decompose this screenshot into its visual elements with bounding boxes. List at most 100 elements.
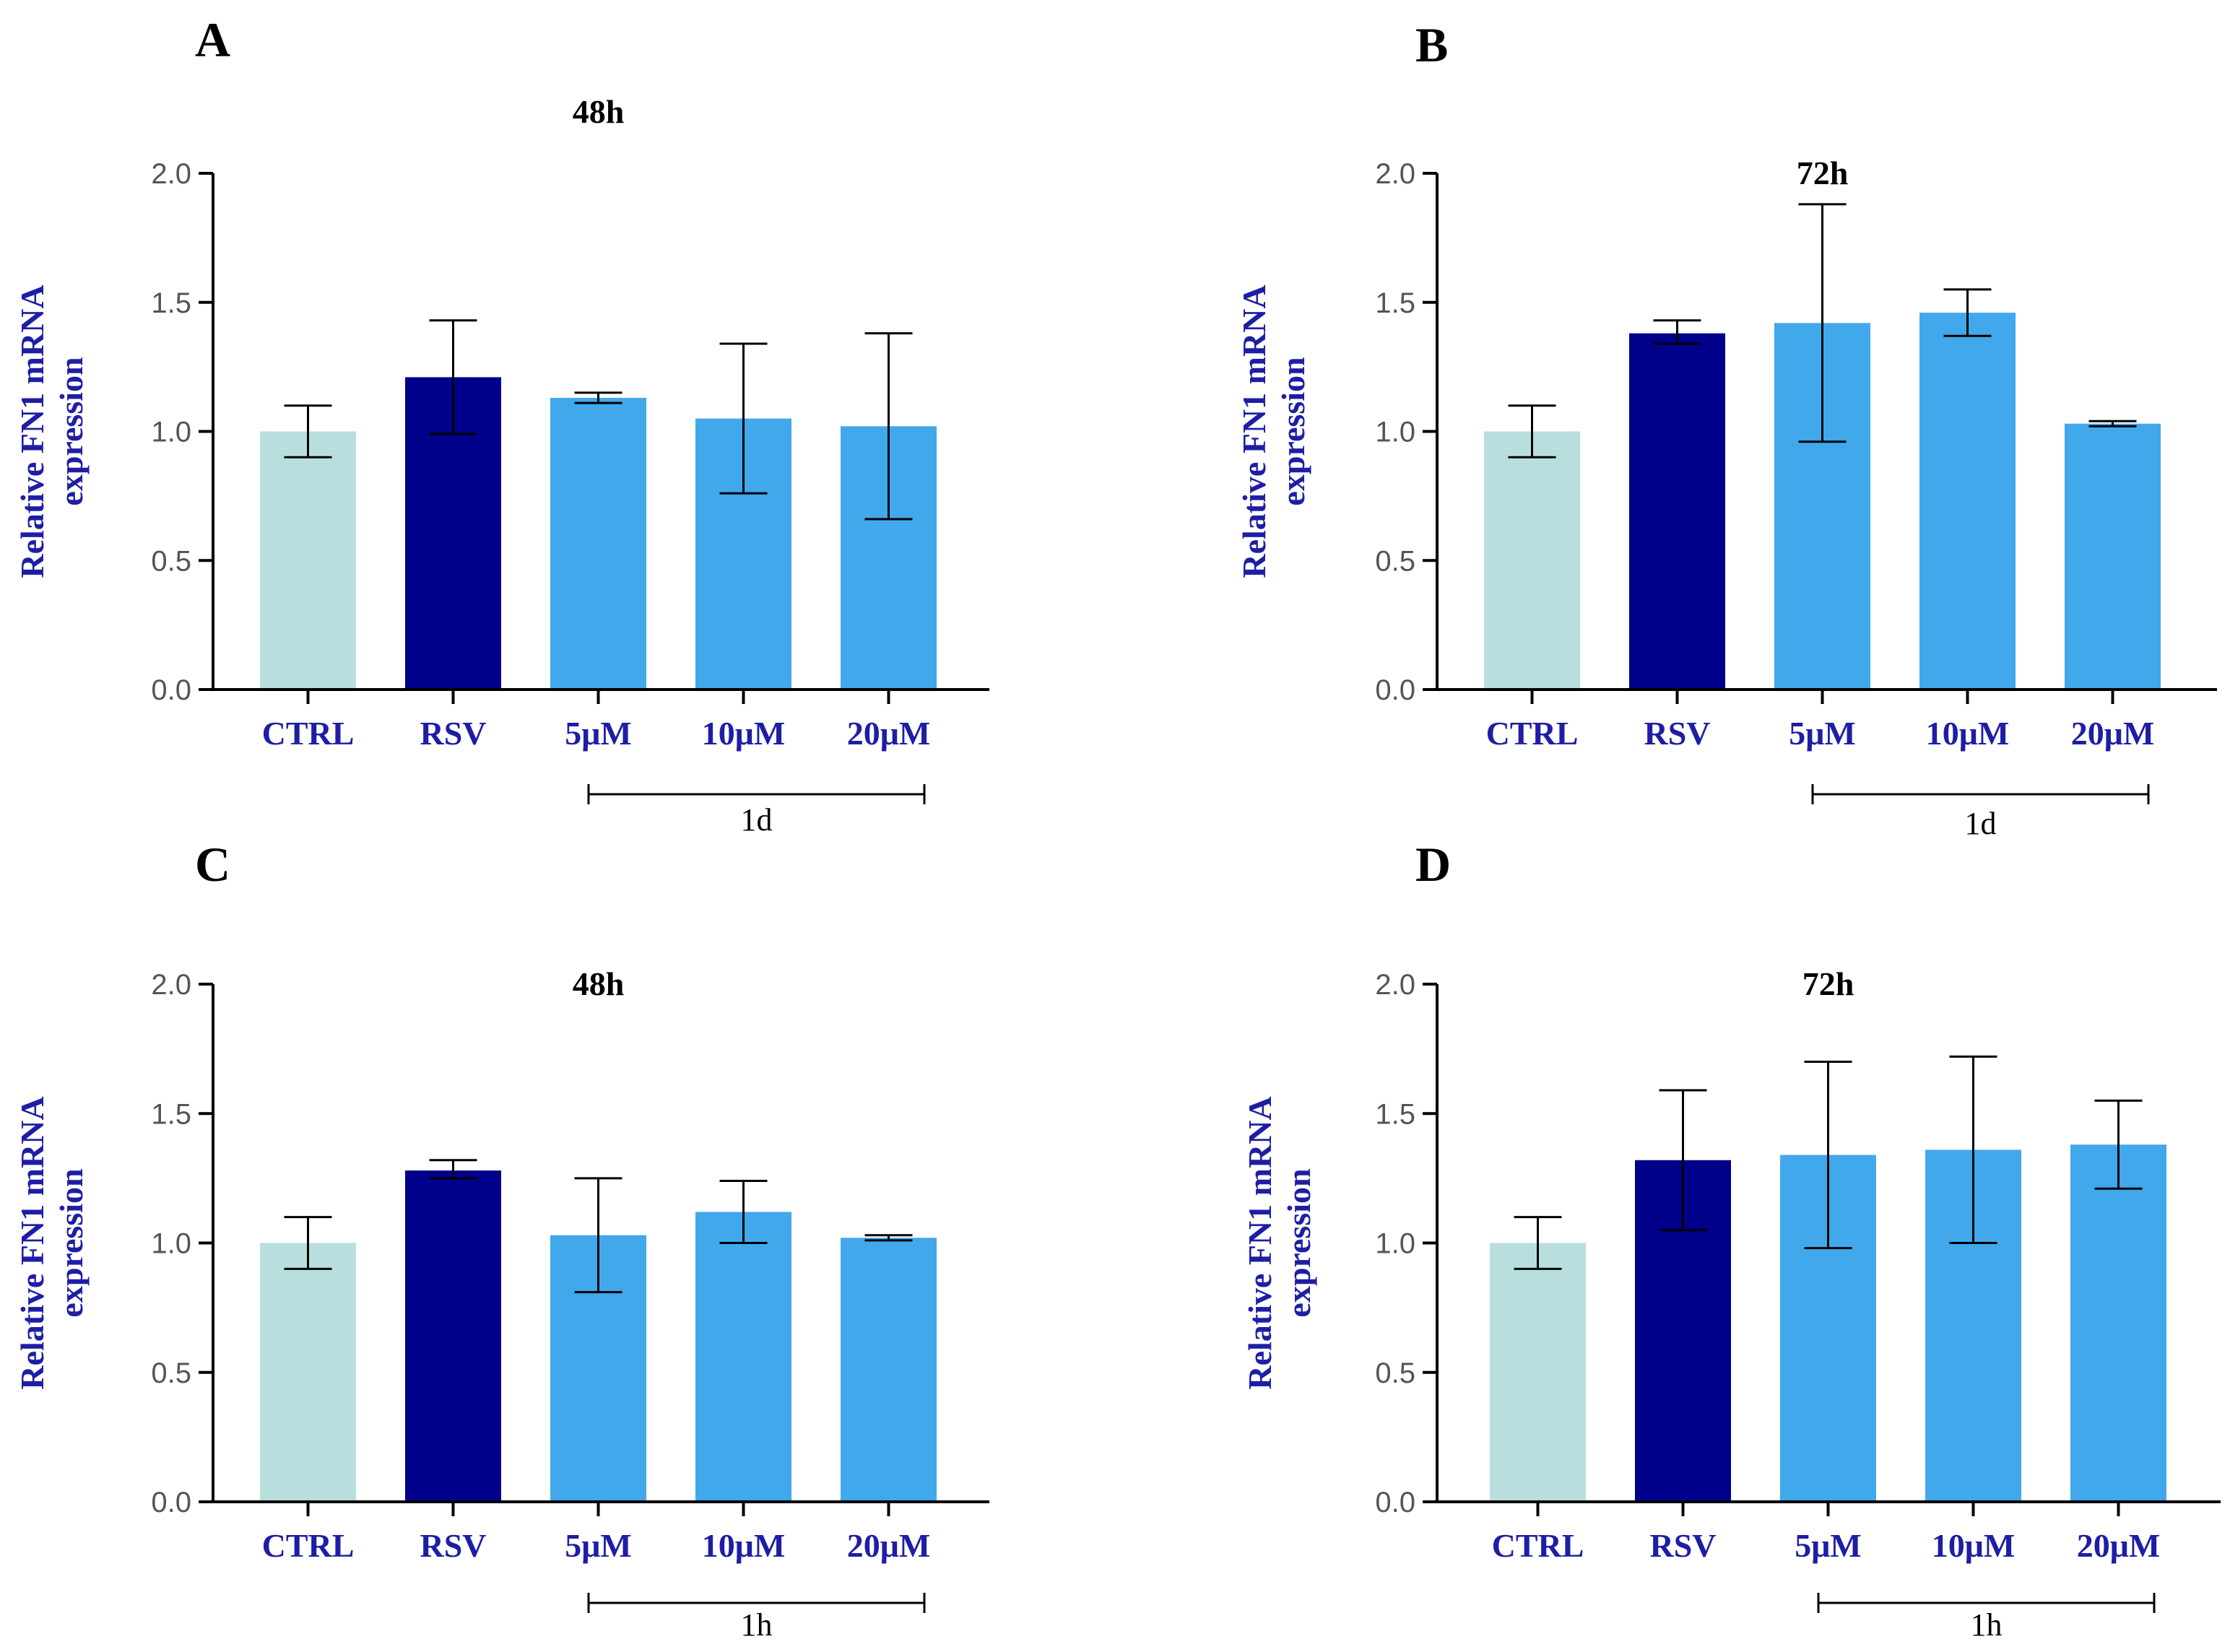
bar-2 bbox=[550, 398, 646, 690]
x-tick-label: 5μM bbox=[1789, 715, 1856, 752]
error-bar-0 bbox=[1514, 1216, 1562, 1270]
y-tick-label: 1.0 bbox=[151, 417, 191, 448]
y-tick-label: 1.0 bbox=[151, 1228, 191, 1260]
panel-letter: B bbox=[1415, 17, 1448, 72]
group-label: 1d bbox=[741, 802, 773, 838]
chart-title: 72h bbox=[1802, 965, 1854, 1002]
y-tick-label: 1.5 bbox=[1375, 287, 1415, 319]
error-bar-4 bbox=[864, 332, 913, 521]
group-label: 1h bbox=[741, 1607, 773, 1643]
y-tick-label: 0.5 bbox=[1375, 1357, 1415, 1389]
group-bracket bbox=[587, 1593, 926, 1613]
x-tick-label: 10μM bbox=[1932, 1527, 2016, 1564]
error-bar-2 bbox=[574, 391, 622, 404]
x-tick-label: 10μM bbox=[1926, 715, 2010, 752]
x-tick-label: 20μM bbox=[847, 715, 931, 752]
x-tick-label: CTRL bbox=[1486, 715, 1579, 752]
y-tick-label: 0.0 bbox=[1375, 1487, 1415, 1518]
x-tick-label: 10μM bbox=[702, 1527, 786, 1564]
group-label: 1h bbox=[1971, 1607, 2003, 1643]
bar-0 bbox=[1490, 1243, 1586, 1502]
y-tick-label: 0.5 bbox=[1375, 545, 1415, 577]
panel-a: A 48h Relative FN1 mRNAexpression 0.0 0.5 1.0… bbox=[14, 12, 989, 838]
x-tick-label: 20μM bbox=[2077, 1527, 2161, 1564]
error-bar-4 bbox=[2088, 419, 2137, 427]
y-axis-label-line2: expression bbox=[1275, 357, 1311, 505]
y-tick-label: 1.5 bbox=[151, 1098, 191, 1130]
error-bar-1 bbox=[429, 319, 477, 435]
bar-4 bbox=[2070, 1144, 2166, 1502]
error-bar-2 bbox=[574, 1177, 622, 1294]
group-bracket bbox=[1817, 1593, 2156, 1613]
group-bracket bbox=[587, 784, 926, 804]
error-bar-3 bbox=[1943, 288, 1992, 337]
error-bar-2 bbox=[1798, 203, 1847, 443]
y-tick-label: 0.5 bbox=[151, 545, 191, 577]
error-bar-0 bbox=[284, 1216, 332, 1270]
bar-0 bbox=[1484, 431, 1580, 690]
group-bracket bbox=[1811, 784, 2150, 804]
x-tick-label: RSV bbox=[1649, 1527, 1716, 1564]
bar-1 bbox=[1629, 333, 1725, 690]
bar-3 bbox=[695, 1212, 791, 1502]
y-tick-label: 0.0 bbox=[151, 1487, 191, 1518]
y-tick-label: 1.5 bbox=[151, 287, 191, 319]
x-tick-label: 10μM bbox=[702, 715, 786, 752]
error-bar-1 bbox=[429, 1159, 477, 1180]
y-tick-label: 0.0 bbox=[151, 674, 191, 706]
y-tick-label: 2.0 bbox=[151, 158, 191, 190]
y-tick-label: 2.0 bbox=[1375, 969, 1415, 1001]
y-axis-label-line2: expression bbox=[53, 357, 90, 505]
x-tick-label: RSV bbox=[420, 1527, 486, 1564]
chart-title: 48h bbox=[573, 93, 625, 130]
group-label: 1d bbox=[1965, 806, 1997, 841]
error-bar-1 bbox=[1659, 1089, 1707, 1232]
x-tick-label: CTRL bbox=[262, 1527, 355, 1564]
y-tick-label: 1.0 bbox=[1375, 1228, 1415, 1260]
panel-letter: C bbox=[195, 837, 230, 892]
x-tick-label: 20μM bbox=[2071, 715, 2155, 752]
panel-d: D 72h Relative FN1 mRNAexpression 0.0 0.5 1.0… bbox=[1241, 837, 2221, 1643]
panel-letter: A bbox=[195, 12, 230, 67]
x-tick-label: 5μM bbox=[565, 1527, 632, 1564]
error-bar-0 bbox=[1508, 404, 1556, 458]
bar-1 bbox=[405, 1170, 501, 1502]
y-axis-label-line2: expression bbox=[1280, 1168, 1317, 1317]
x-tick-label: RSV bbox=[1644, 715, 1710, 752]
y-axis-label-line1: Relative FN1 mRNA bbox=[14, 284, 51, 578]
error-bar-1 bbox=[1653, 319, 1701, 345]
y-axis-label: Relative FN1 mRNAexpression bbox=[14, 1096, 90, 1389]
panel-b: B 72h Relative FN1 mRNAexpression 0.0 0.5 1.0… bbox=[1236, 17, 2217, 841]
panel-c: C 48h Relative FN1 mRNAexpression 0.0 0.5 1.0… bbox=[14, 837, 989, 1643]
y-tick-label: 1.5 bbox=[1375, 1098, 1415, 1130]
x-tick-label: CTRL bbox=[1492, 1527, 1584, 1564]
bar-3 bbox=[1919, 313, 2016, 690]
error-bar-0 bbox=[284, 404, 332, 458]
y-tick-label: 0.0 bbox=[1375, 674, 1415, 706]
error-bar-4 bbox=[864, 1234, 913, 1242]
bar-0 bbox=[260, 1243, 356, 1502]
x-tick-label: 20μM bbox=[847, 1527, 931, 1564]
y-axis-label-line1: Relative FN1 mRNA bbox=[1241, 1096, 1278, 1389]
error-bar-4 bbox=[2094, 1099, 2143, 1190]
y-axis-label-line1: Relative FN1 mRNA bbox=[14, 1096, 51, 1389]
y-tick-label: 2.0 bbox=[1375, 158, 1415, 190]
chart-title: 72h bbox=[1797, 155, 1849, 191]
y-axis-label-line2: expression bbox=[53, 1168, 90, 1317]
x-tick-label: 5μM bbox=[1795, 1527, 1862, 1564]
x-tick-label: CTRL bbox=[262, 715, 355, 752]
bar-0 bbox=[260, 431, 356, 690]
x-tick-label: 5μM bbox=[565, 715, 632, 752]
y-tick-label: 1.0 bbox=[1375, 417, 1415, 448]
x-tick-label: RSV bbox=[420, 715, 486, 752]
y-axis-label: Relative FN1 mRNAexpression bbox=[1236, 284, 1311, 578]
y-axis-label: Relative FN1 mRNAexpression bbox=[14, 284, 90, 578]
error-bar-3 bbox=[719, 342, 768, 495]
error-bar-2 bbox=[1804, 1061, 1852, 1250]
bar-4 bbox=[2065, 423, 2161, 690]
error-bar-3 bbox=[719, 1179, 768, 1244]
panel-letter: D bbox=[1415, 837, 1451, 892]
y-axis-label: Relative FN1 mRNAexpression bbox=[1241, 1096, 1317, 1389]
y-tick-label: 0.5 bbox=[151, 1357, 191, 1389]
